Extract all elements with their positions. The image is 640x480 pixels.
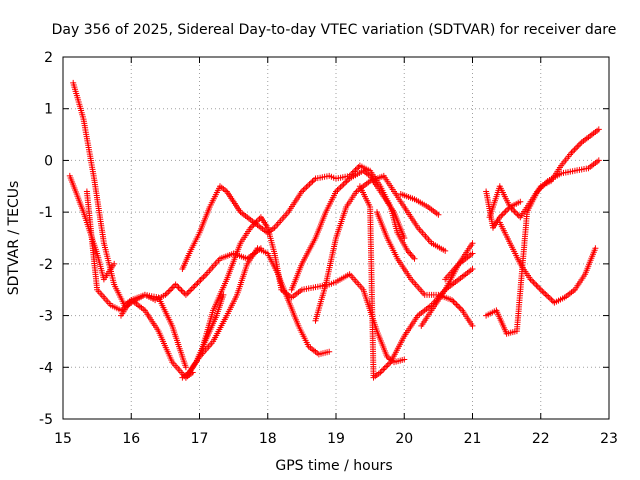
series-markers [118, 291, 189, 371]
y-tick-label: -5 [39, 412, 53, 428]
x-tick-label: 22 [532, 431, 550, 447]
x-tick-labels: 15 16 17 18 19 20 21 22 23 [54, 431, 618, 447]
series-sat-h [182, 245, 333, 381]
x-tick-label: 15 [54, 431, 72, 447]
x-tick-label: 17 [191, 431, 209, 447]
series-sat-r [496, 219, 599, 306]
x-axis-label: GPS time / hours [275, 458, 392, 474]
series-markers [182, 245, 333, 381]
series-markers [312, 172, 449, 324]
series-sat-j [288, 167, 408, 293]
series-markers [288, 167, 408, 293]
y-tick-label: 0 [44, 153, 53, 169]
x-tick-label: 21 [464, 431, 482, 447]
series-markers [374, 209, 476, 329]
x-tick-label: 18 [259, 431, 277, 447]
series-sat-o [442, 250, 476, 283]
series-markers [496, 219, 599, 306]
series-markers [442, 250, 476, 283]
x-tick-label: 20 [395, 431, 413, 447]
series-markers [397, 191, 442, 218]
y-tick-label: -4 [39, 360, 53, 376]
axis-ticks [62, 56, 610, 420]
series-sat-s [486, 126, 602, 221]
series-sat-i [312, 172, 449, 324]
x-tick-label: 23 [600, 431, 618, 447]
y-tick-labels: -5 -4 -3 -2 -1 0 1 2 [39, 50, 53, 428]
y-tick-label: -1 [39, 205, 53, 221]
series-markers [486, 126, 602, 221]
series-sat-l [374, 209, 476, 329]
x-tick-label: 16 [122, 431, 140, 447]
series-sat-d [118, 291, 189, 371]
x-tick-label: 19 [327, 431, 345, 447]
y-tick-label: 1 [44, 102, 53, 118]
data-points [66, 79, 602, 381]
y-tick-label: 2 [44, 50, 53, 66]
y-tick-label: -3 [39, 309, 53, 325]
y-axis-label: SDTVAR / TECUs [6, 181, 22, 296]
chart-title: Day 356 of 2025, Sidereal Day-to-day VTE… [52, 22, 617, 38]
y-tick-label: -2 [39, 257, 53, 273]
series-sat-m [397, 191, 442, 218]
